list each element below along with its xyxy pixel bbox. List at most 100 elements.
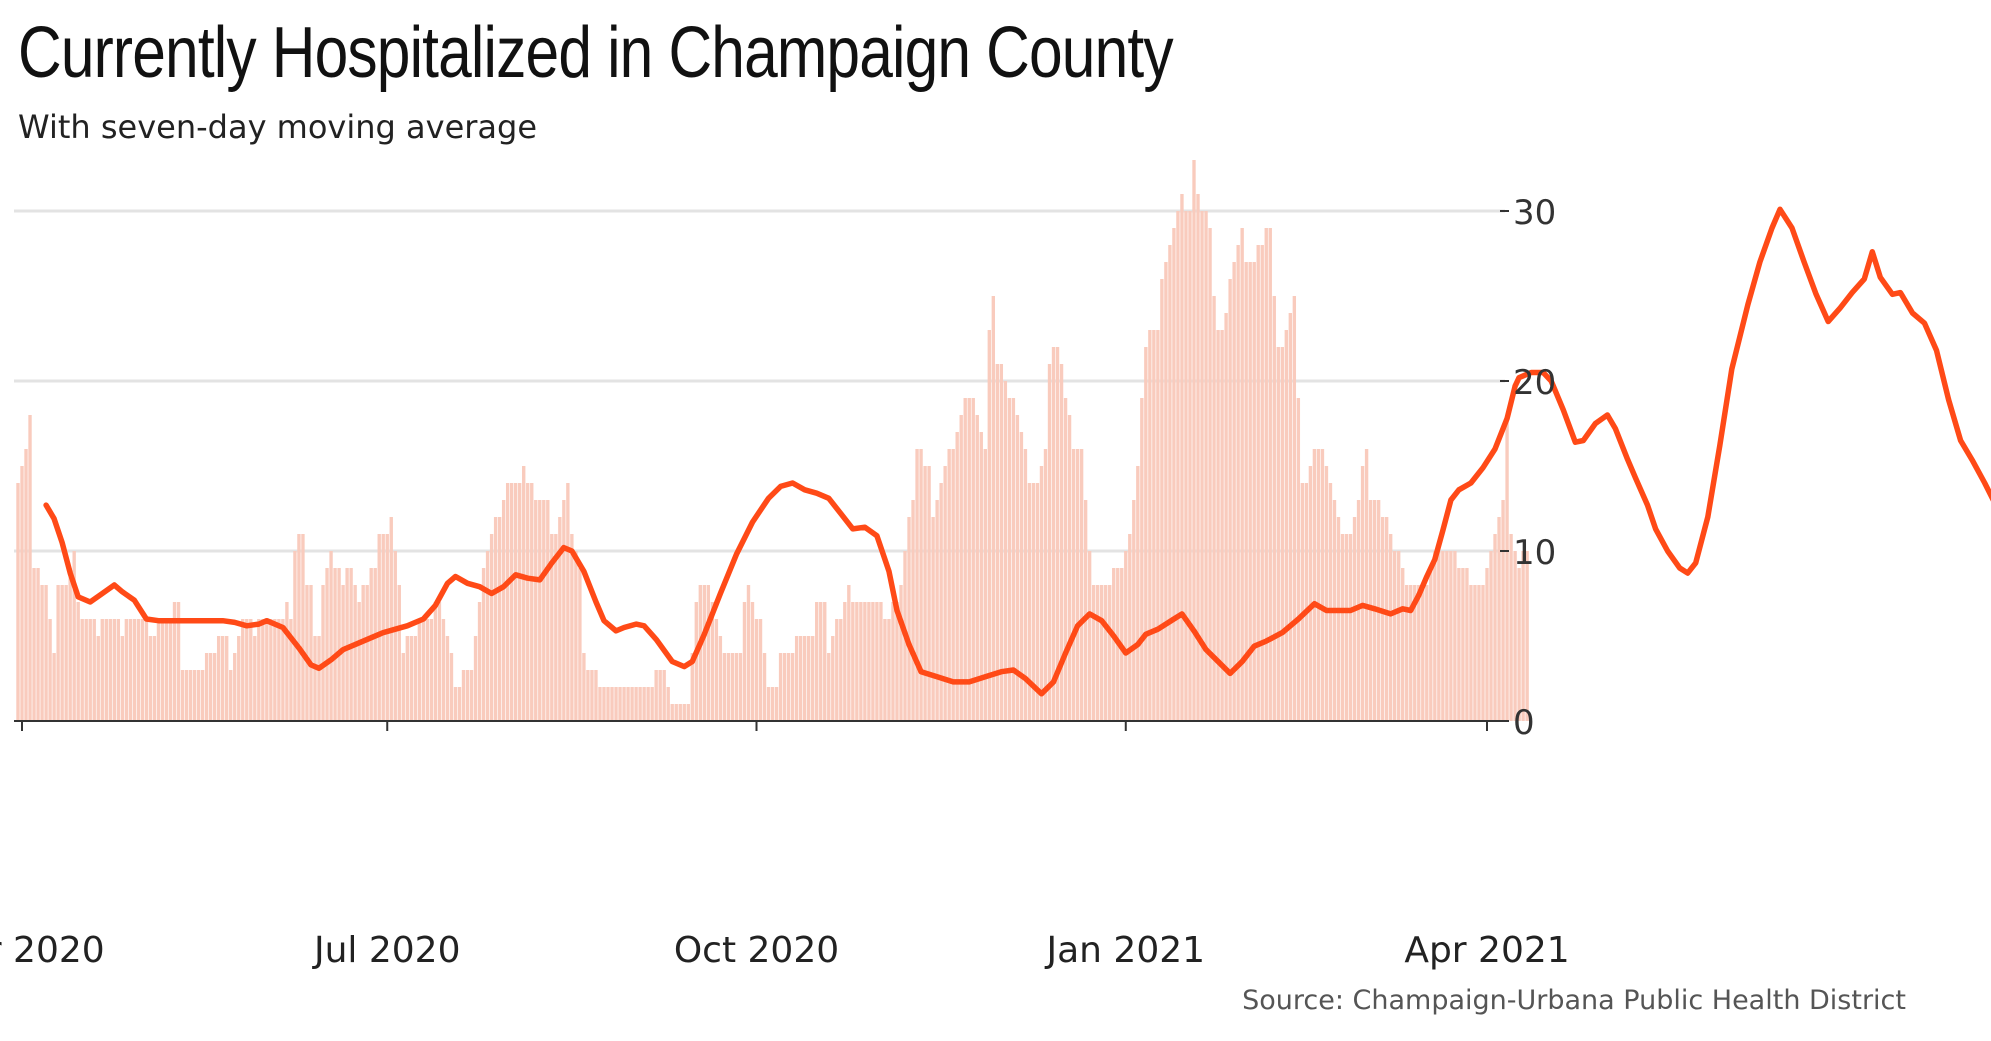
- daily-bar: [1015, 415, 1020, 721]
- daily-bar: [1433, 551, 1437, 721]
- daily-bar: [530, 483, 534, 721]
- daily-bar: [758, 619, 763, 721]
- daily-bar: [847, 585, 851, 721]
- daily-bar: [923, 466, 927, 721]
- daily-bar: [574, 551, 578, 721]
- daily-bar: [261, 619, 265, 721]
- daily-bar: [241, 619, 245, 721]
- daily-bar: [867, 602, 871, 721]
- daily-bar: [413, 636, 418, 721]
- daily-bar: [84, 619, 88, 721]
- daily-bar: [1071, 449, 1076, 721]
- daily-bar: [309, 585, 313, 721]
- daily-bar: [180, 670, 185, 721]
- daily-bar: [389, 517, 393, 721]
- daily-bar: [951, 449, 955, 721]
- daily-bar: [702, 585, 707, 721]
- daily-bar: [233, 653, 237, 721]
- daily-bar: [907, 517, 911, 721]
- daily-bar: [526, 483, 530, 721]
- daily-bar: [750, 602, 755, 721]
- daily-bar: [686, 704, 690, 721]
- daily-bar: [1296, 398, 1301, 721]
- daily-bar: [1192, 160, 1196, 721]
- daily-bar: [196, 670, 201, 721]
- daily-bar: [385, 534, 389, 721]
- daily-bar: [1304, 483, 1309, 721]
- daily-bar: [437, 602, 442, 721]
- daily-bar: [1023, 449, 1028, 721]
- y-axis: 0 10 20 30: [1500, 193, 1556, 743]
- daily-bar: [1312, 449, 1317, 721]
- daily-bar: [397, 585, 401, 721]
- daily-bar: [1392, 551, 1397, 721]
- daily-bar: [152, 636, 157, 721]
- daily-bar: [1481, 585, 1485, 721]
- daily-bar: [465, 670, 470, 721]
- daily-bar: [971, 398, 975, 721]
- daily-bar: [863, 602, 867, 721]
- daily-bar: [895, 602, 899, 721]
- daily-bar: [1336, 517, 1341, 721]
- daily-bar: [1256, 245, 1260, 721]
- daily-bar: [606, 687, 610, 721]
- daily-bar: [1268, 228, 1272, 721]
- daily-bar: [1204, 211, 1208, 721]
- daily-bar: [646, 687, 650, 721]
- daily-bar: [72, 551, 76, 721]
- daily-bar: [441, 619, 446, 721]
- daily-bar: [1224, 313, 1228, 721]
- daily-bar: [489, 534, 494, 721]
- daily-bar: [1244, 262, 1248, 721]
- daily-bar: [658, 670, 662, 721]
- daily-bar: [1087, 551, 1092, 721]
- daily-bar: [1240, 228, 1244, 721]
- daily-bar: [770, 687, 775, 721]
- daily-bar: [522, 466, 526, 721]
- daily-bar: [1324, 466, 1329, 721]
- daily-bar: [891, 602, 895, 721]
- daily-bar: [1164, 262, 1168, 721]
- daily-bar: [638, 687, 642, 721]
- y-tick-label: 0: [1513, 703, 1535, 743]
- daily-bar: [44, 585, 48, 721]
- daily-bar: [361, 585, 365, 721]
- daily-bar: [1144, 347, 1148, 721]
- daily-bar: [955, 432, 959, 721]
- daily-bar: [497, 517, 502, 721]
- daily-bar: [915, 449, 919, 721]
- x-tick-label: Oct 2020: [674, 930, 839, 971]
- daily-bar: [253, 636, 257, 721]
- daily-bar: [1176, 211, 1180, 721]
- daily-bar: [176, 602, 181, 721]
- daily-bar: [317, 636, 321, 721]
- daily-bar: [481, 568, 486, 721]
- daily-bar: [293, 551, 297, 721]
- daily-bar: [473, 636, 478, 721]
- daily-bar: [188, 670, 193, 721]
- daily-bar: [168, 619, 173, 721]
- daily-bar: [40, 585, 44, 721]
- daily-bar: [694, 602, 698, 721]
- daily-bar: [558, 517, 562, 721]
- daily-bar: [534, 500, 538, 721]
- daily-bar: [64, 585, 68, 721]
- daily-bar: [216, 636, 221, 721]
- daily-bar: [353, 585, 357, 721]
- x-tick-label: Jul 2020: [312, 930, 461, 971]
- daily-bar: [1449, 551, 1453, 721]
- daily-bar: [68, 568, 72, 721]
- daily-bar: [815, 602, 819, 721]
- y-tick-label: 10: [1513, 533, 1556, 573]
- daily-bar: [947, 449, 951, 721]
- daily-bar: [80, 619, 84, 721]
- daily-bar: [819, 602, 823, 721]
- daily-bar: [501, 500, 506, 721]
- daily-bar: [1413, 585, 1417, 721]
- daily-bar: [734, 653, 739, 721]
- daily-bar: [927, 466, 931, 721]
- daily-bar: [104, 619, 108, 721]
- daily-bar: [425, 619, 430, 721]
- daily-bar: [172, 602, 177, 721]
